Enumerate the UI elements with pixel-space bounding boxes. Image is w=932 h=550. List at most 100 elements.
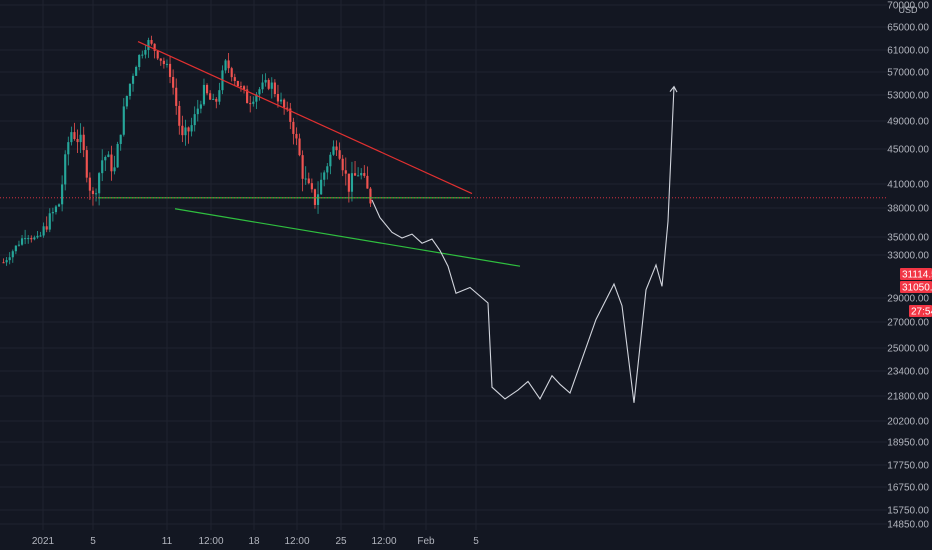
- candle-body: [165, 63, 169, 65]
- projected-price-path[interactable]: [371, 86, 675, 403]
- candle-body: [141, 54, 144, 56]
- candle-body: [347, 173, 350, 192]
- candle-body: [67, 142, 70, 155]
- candle-body: [215, 98, 218, 102]
- candle-body: [175, 87, 178, 106]
- candle-body: [138, 54, 141, 68]
- candle-body: [17, 244, 21, 246]
- price-tick-label: 41000.00: [887, 180, 929, 191]
- time-tick-label: 11: [162, 536, 173, 547]
- candle-body: [159, 58, 162, 61]
- candle-body: [335, 146, 338, 151]
- candle-body: [73, 132, 76, 140]
- candle-body: [70, 132, 73, 143]
- candle-body: [33, 237, 36, 240]
- candle-body: [239, 86, 243, 88]
- candle-body: [298, 138, 301, 156]
- candle-body: [20, 238, 24, 245]
- candle-body: [48, 213, 51, 230]
- candle-body: [360, 173, 363, 176]
- candle-body: [76, 139, 79, 143]
- candle-body: [54, 206, 58, 213]
- candle-body: [205, 84, 209, 94]
- candle-body: [320, 179, 323, 195]
- time-tick-label: 12:00: [371, 536, 396, 547]
- candle-body: [168, 63, 172, 77]
- candle-body: [88, 177, 91, 191]
- price-tick-label: 23400.00: [887, 367, 929, 378]
- price-tick-label: 16750.00: [887, 483, 929, 494]
- price-tick-label: 14850.00: [887, 520, 929, 531]
- candle-body: [224, 60, 227, 71]
- candle-body: [14, 245, 17, 252]
- candle-body: [190, 125, 193, 132]
- price-tick-label: 53000.00: [887, 91, 929, 102]
- price-badges: 31114.57 31050.98 27:54: [900, 268, 932, 318]
- candle-body: [122, 106, 125, 135]
- candle-body: [255, 94, 258, 102]
- price-badge: [909, 305, 932, 317]
- candle-body: [212, 98, 215, 100]
- drawings[interactable]: [0, 41, 887, 403]
- candle-body: [110, 154, 113, 172]
- candle-body: [301, 155, 304, 179]
- resistance-trendline[interactable]: [137, 41, 473, 195]
- price-tick-label: 20200.00: [887, 417, 929, 428]
- candle-body: [57, 204, 61, 207]
- candle-body: [113, 167, 116, 172]
- candle-body: [270, 82, 273, 89]
- candle-body: [267, 79, 270, 89]
- candle-body: [30, 238, 33, 240]
- price-tick-label: 29000.00: [887, 294, 929, 305]
- candle-body: [363, 173, 366, 176]
- candle-body: [36, 235, 39, 238]
- candle-body: [236, 80, 239, 87]
- candles[interactable]: [2, 35, 372, 266]
- price-tick-label: 61000.00: [887, 46, 929, 57]
- candle-body: [209, 93, 212, 100]
- candle-body: [283, 99, 286, 108]
- candle-body: [181, 125, 184, 136]
- candle-body: [116, 143, 119, 168]
- candle-body: [279, 99, 283, 102]
- time-tick-label: 25: [335, 536, 347, 547]
- candle-body: [147, 40, 150, 51]
- candle-body: [27, 238, 30, 240]
- candle-body: [193, 114, 196, 126]
- candle-body: [98, 173, 101, 194]
- price-badge-label: 27:54: [911, 307, 932, 318]
- candle-body: [8, 257, 11, 261]
- candle-body: [64, 154, 67, 185]
- candle-body: [233, 77, 236, 81]
- candle-body: [104, 156, 107, 161]
- price-badge: [900, 268, 932, 280]
- candle-body: [323, 172, 326, 180]
- price-tick-label: 15750.00: [887, 506, 929, 517]
- grid-lines: [0, 0, 887, 530]
- candle-body: [276, 94, 280, 102]
- price-badge-label: 31114.57: [902, 270, 932, 281]
- candle-body: [85, 150, 88, 178]
- unit-label: USD: [898, 5, 918, 15]
- candle-body: [11, 251, 14, 258]
- price-badge-label: 31050.98: [902, 283, 932, 294]
- candle-body: [227, 60, 230, 69]
- candle-body: [24, 238, 27, 240]
- candle-body: [5, 260, 8, 263]
- candle-body: [196, 108, 199, 115]
- price-tick-label: 45000.00: [887, 145, 929, 156]
- candle-body: [125, 96, 128, 107]
- candle-body: [310, 183, 313, 190]
- time-axis[interactable]: 2021 5 11 12:00 18 12:00 25 12:00 Feb 5: [32, 536, 479, 547]
- price-tick-label: 18950.00: [887, 438, 929, 449]
- lower-trendline[interactable]: [174, 208, 521, 267]
- candle-body: [289, 108, 292, 122]
- candle-body: [230, 68, 233, 78]
- price-tick-label: 70000.00: [887, 1, 929, 12]
- price-tick-label: 33000.00: [887, 251, 929, 262]
- candle-body: [341, 158, 344, 171]
- candle-body: [82, 134, 85, 151]
- candle-body: [2, 262, 5, 264]
- candle-body: [101, 160, 104, 174]
